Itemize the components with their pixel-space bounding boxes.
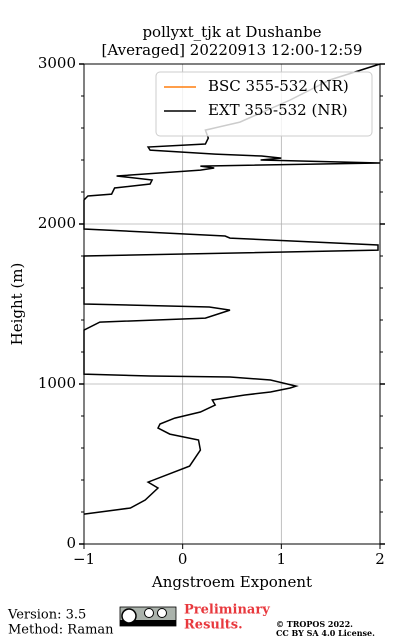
x-axis-label: Angstroem Exponent	[151, 573, 312, 591]
preliminary: Preliminary	[184, 603, 270, 618]
method: Method: Raman	[8, 623, 114, 638]
y-tick-label: 0	[66, 534, 76, 552]
legend-label: BSC 355-532 (NR)	[208, 77, 349, 95]
y-tick-label: 3000	[38, 54, 76, 72]
chart-subtitle: [Averaged] 20220913 12:00-12:59	[102, 41, 363, 59]
chart-title: pollyxt_tjk at Dushanbe	[142, 23, 321, 41]
version: Version: 3.5	[7, 608, 86, 623]
badge-cc	[121, 608, 137, 624]
license: © TROPOS 2022.	[276, 619, 353, 629]
x-tick-label: −1	[73, 550, 95, 568]
license-badge	[119, 606, 177, 627]
x-tick-label: 1	[277, 550, 287, 568]
legend-label: EXT 355-532 (NR)	[208, 101, 348, 119]
badge-by	[144, 608, 154, 618]
license: CC BY SA 4.0 License.	[276, 628, 375, 638]
x-tick-label: 2	[375, 550, 385, 568]
legend-box	[155, 71, 373, 137]
y-tick-label: 1000	[38, 374, 76, 392]
plot-frame	[83, 63, 381, 545]
y-axis-label: Height (m)	[8, 263, 26, 346]
preliminary: Results.	[184, 618, 243, 633]
badge-sa	[157, 608, 167, 618]
y-tick-label: 2000	[38, 214, 76, 232]
badge-band	[120, 620, 176, 626]
x-tick-label: 0	[178, 550, 188, 568]
